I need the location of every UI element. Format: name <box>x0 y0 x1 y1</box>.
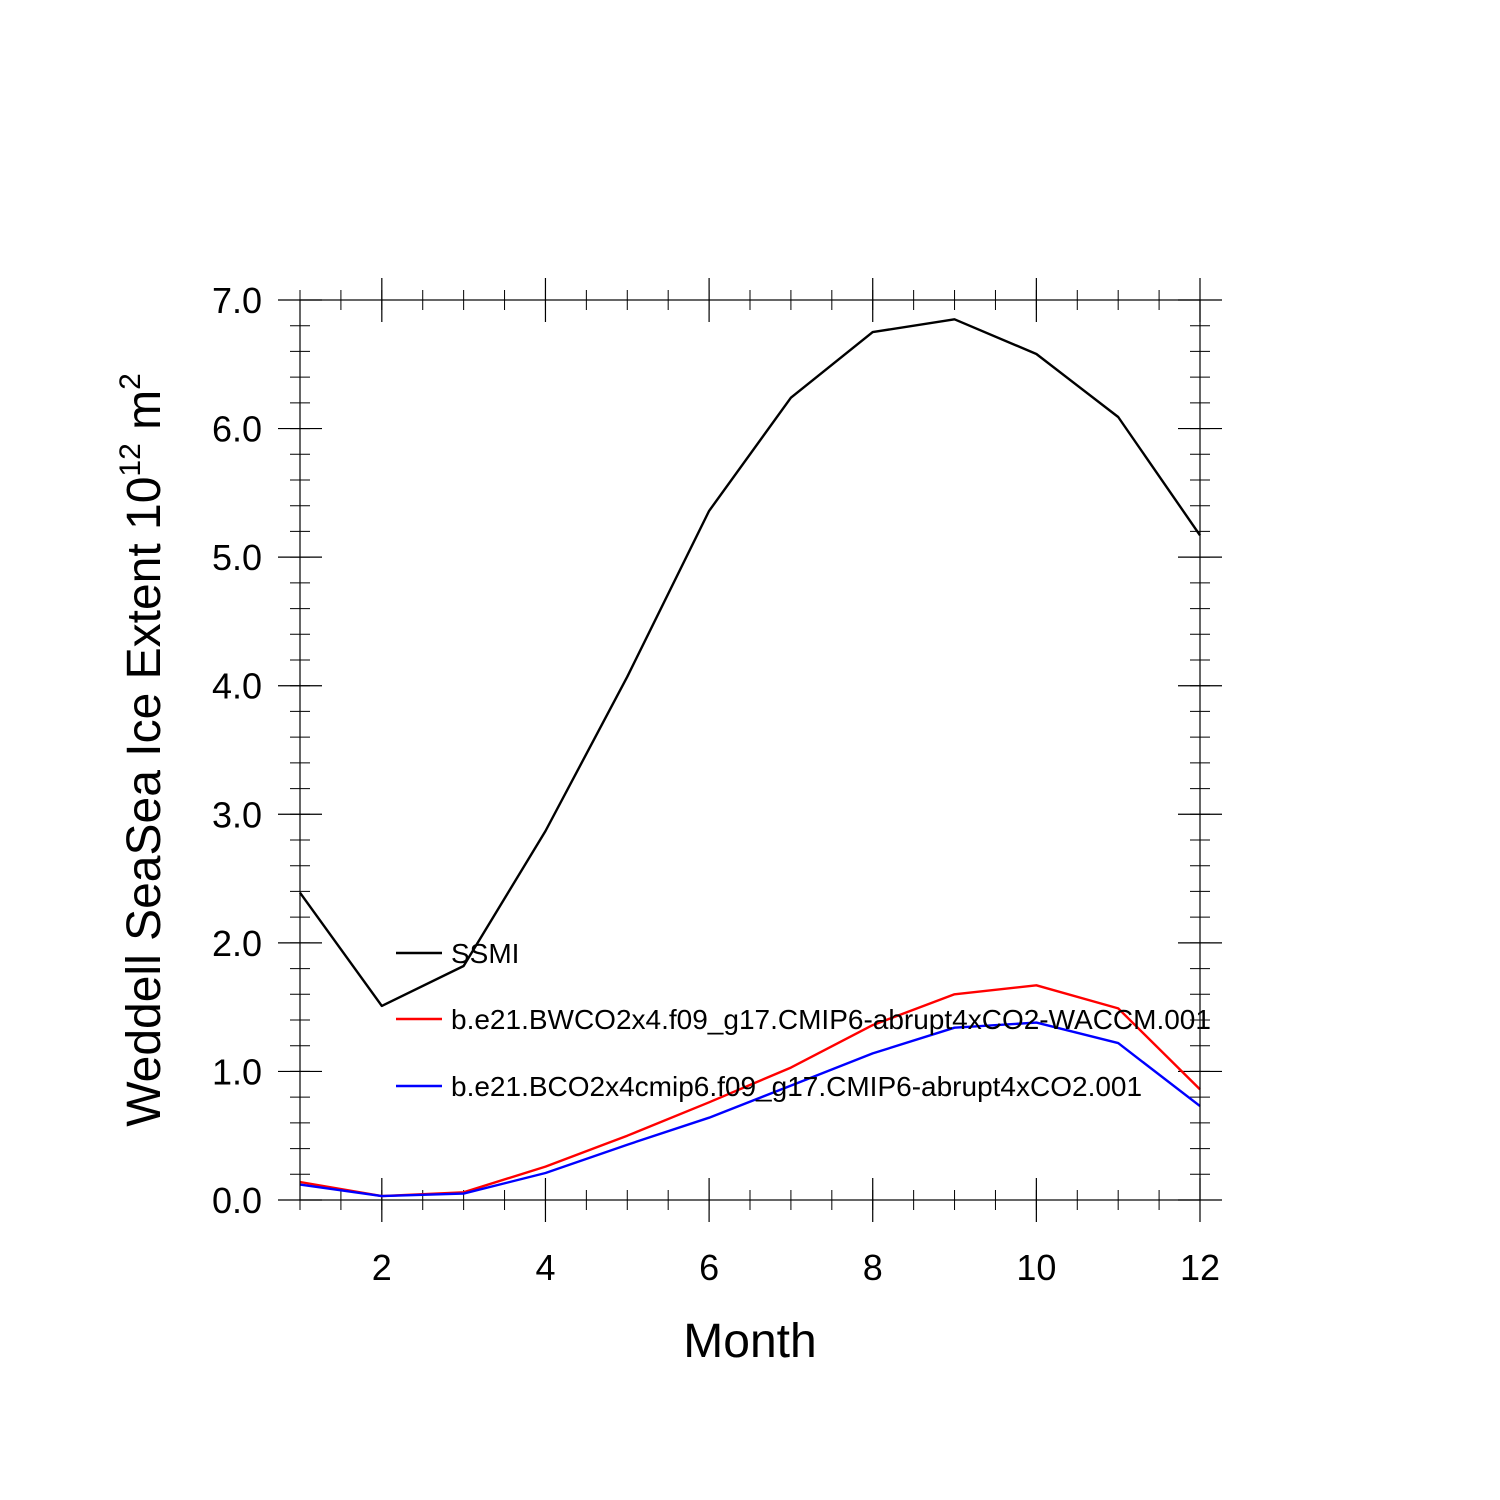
y-tick-label: 7.0 <box>212 280 262 321</box>
x-tick-labels: 2 4 6 8 10 12 <box>372 1247 1220 1288</box>
legend-label: SSMI <box>451 938 519 969</box>
y-tick-label: 1.0 <box>212 1051 262 1092</box>
y-tick-label: 4.0 <box>212 666 262 707</box>
x-tick-label: 12 <box>1180 1247 1220 1288</box>
x-tick-label: 4 <box>535 1247 555 1288</box>
y-axis-title-unit-exponent: 2 <box>114 373 147 390</box>
x-tick-label: 8 <box>863 1247 883 1288</box>
series-line <box>299 318 1201 1008</box>
series-line <box>299 1021 1201 1198</box>
y-axis-title-exponent: 12 <box>114 443 147 476</box>
x-tick-label: 10 <box>1016 1247 1056 1288</box>
series-lines <box>299 318 1201 1198</box>
legend-label: b.e21.BCO2x4cmip6.f09_g17.CMIP6-abrupt4x… <box>451 1071 1142 1102</box>
x-tick-label: 6 <box>699 1247 719 1288</box>
y-tick-label: 6.0 <box>212 409 262 450</box>
y-tick-label: 5.0 <box>212 537 262 578</box>
x-tick-label: 2 <box>372 1247 392 1288</box>
y-axis-title-main: Weddell SeaSea Ice Extent 10 <box>118 477 171 1127</box>
plot-frame <box>299 299 1201 1201</box>
y-tick-label: 0.0 <box>212 1180 262 1221</box>
legend-label: b.e21.BWCO2x4.f09_g17.CMIP6-abrupt4xCO2-… <box>451 1004 1211 1035</box>
legend: SSMI b.e21.BWCO2x4.f09_g17.CMIP6-abrupt4x… <box>396 938 1211 1102</box>
x-axis-title: Month <box>683 1315 816 1368</box>
y-axis-title: Weddell SeaSea Ice Extent 1012 m2 <box>114 373 171 1127</box>
y-tick-label: 3.0 <box>212 794 262 835</box>
y-tick-label: 2.0 <box>212 923 262 964</box>
y-axis-title-unit: m <box>118 390 171 443</box>
y-tick-labels: 0.0 1.0 2.0 3.0 4.0 5.0 6.0 7.0 <box>212 280 262 1221</box>
